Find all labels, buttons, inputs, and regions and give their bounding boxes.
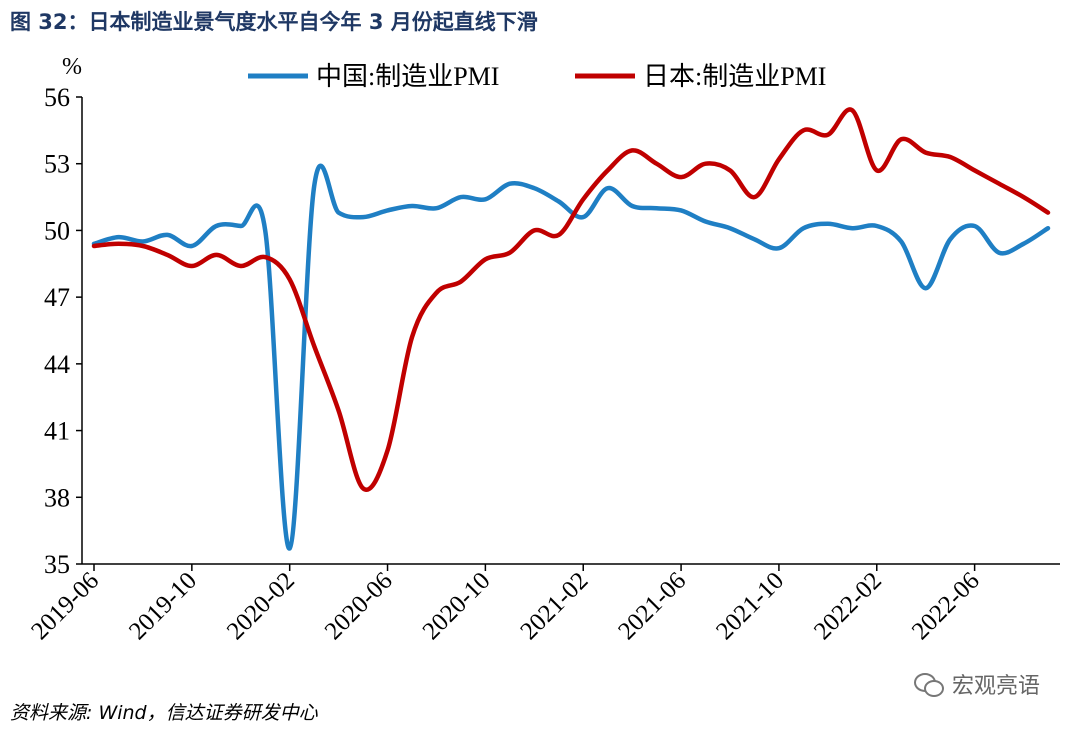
y-tick-label: 50 — [44, 216, 70, 245]
y-tick-label: 41 — [44, 417, 70, 446]
watermark-text: 宏观亮语 — [951, 674, 1040, 699]
wechat-icon — [913, 671, 944, 697]
x-tick-label: 2019-10 — [124, 567, 202, 645]
legend-label-1: 中国:制造业PMI — [316, 62, 499, 91]
x-tick-label: 2022-02 — [809, 567, 887, 645]
x-tick-label: 2022-06 — [907, 567, 985, 645]
y-tick-label: 38 — [44, 483, 70, 512]
y-tick-label: 53 — [44, 150, 70, 179]
watermark: 宏观亮语 — [913, 668, 1040, 700]
x-tick-label: 2021-06 — [613, 567, 691, 645]
y-tick-label: 56 — [44, 83, 70, 112]
x-tick-label: 2021-02 — [515, 567, 593, 645]
legend-label-2: 日本:制造业PMI — [643, 62, 826, 91]
y-tick-label: 44 — [44, 350, 70, 379]
y-axis-unit-label: % — [62, 54, 82, 80]
figure-title: 图 32：日本制造业景气度水平自今年 3 月份起直线下滑 — [10, 10, 538, 34]
y-tick-label: 47 — [44, 283, 70, 312]
x-tick-label: 2021-10 — [711, 567, 789, 645]
y-tick-label: 35 — [44, 550, 70, 579]
source-note: 资料来源: Wind，信达证券研发中心 — [10, 702, 318, 724]
series-line-2 — [91, 107, 1051, 492]
x-tick-label: 2020-10 — [418, 567, 496, 645]
series-line-1 — [91, 163, 1051, 551]
x-tick-label: 2020-02 — [222, 567, 300, 645]
x-tick-label: 2020-06 — [320, 567, 398, 645]
